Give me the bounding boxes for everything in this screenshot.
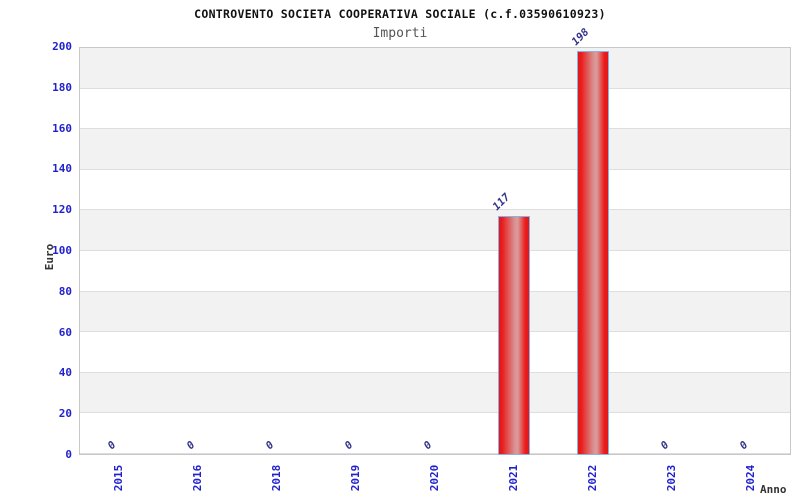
chart-subtitle: Importi (372, 26, 428, 41)
y-tick-label: 60 (58, 325, 72, 339)
x-tick-label: 2023 (665, 464, 679, 492)
x-tick-label: 2024 (744, 464, 758, 492)
bar-2022 (577, 51, 610, 455)
chart-title: CONTROVENTO SOCIETA COOPERATIVA SOCIALE … (194, 7, 606, 21)
plot-band (80, 169, 790, 211)
plot-band (80, 251, 790, 292)
x-tick-label: 2021 (507, 464, 521, 492)
x-tick-label: 2019 (348, 464, 362, 492)
y-tick-label: 180 (52, 80, 72, 94)
plot-band (80, 129, 790, 170)
plot-band (80, 413, 790, 454)
y-tick-label: 0 (65, 448, 72, 461)
y-tick-label: 40 (58, 366, 72, 380)
y-axis-label: Euro (43, 243, 56, 271)
plot-band (80, 291, 790, 333)
plot-band (80, 48, 790, 89)
x-tick-label: 2020 (428, 464, 441, 492)
x-tick-label: 2015 (111, 464, 125, 492)
x-tick-label: 2022 (586, 464, 600, 492)
y-tick-label: 140 (52, 162, 72, 176)
bar-2021 (498, 216, 531, 455)
y-tick-label: 120 (52, 203, 72, 217)
x-tick-label: 2016 (190, 464, 204, 492)
x-tick-label: 2018 (269, 464, 283, 492)
plot-band (80, 372, 790, 414)
plot-band (80, 210, 790, 251)
y-tick-label: 80 (58, 284, 72, 298)
y-tick-label: 100 (52, 244, 72, 257)
y-tick-label: 200 (52, 40, 72, 53)
plot-band (80, 332, 790, 373)
y-tick-label: 160 (52, 121, 72, 135)
plot-area (79, 47, 791, 455)
plot-band (80, 88, 790, 130)
x-axis-label: Anno (760, 483, 787, 496)
y-tick-label: 20 (58, 407, 72, 421)
